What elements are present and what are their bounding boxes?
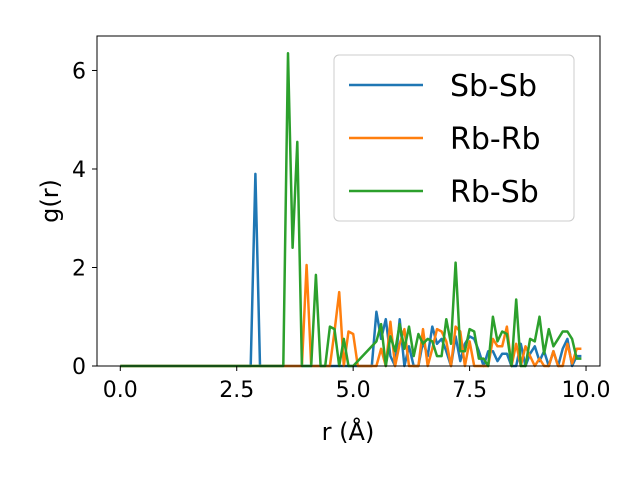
x-tick-label: 2.5 bbox=[219, 378, 254, 403]
legend-label-rb-rb: Rb-Rb bbox=[450, 122, 541, 157]
y-axis-label: g(r) bbox=[36, 179, 64, 223]
x-tick-label: 10.0 bbox=[562, 378, 611, 403]
y-tick-label: 2 bbox=[72, 256, 86, 281]
legend-frame bbox=[333, 54, 575, 222]
x-tick-label: 0.0 bbox=[103, 378, 138, 403]
legend-label-sb-sb: Sb-Sb bbox=[450, 69, 537, 104]
series-line-rb-sb bbox=[120, 51, 582, 368]
x-tick-label: 5.0 bbox=[336, 378, 371, 403]
x-axis-label: r (Å) bbox=[322, 417, 375, 446]
y-axis: 0 2 4 6 bbox=[72, 59, 97, 380]
y-tick-label: 6 bbox=[72, 59, 86, 84]
x-axis: 0.0 2.5 5.0 7.5 10.0 bbox=[103, 366, 611, 403]
legend-label-rb-sb: Rb-Sb bbox=[450, 175, 539, 210]
x-tick-label: 7.5 bbox=[452, 378, 487, 403]
y-tick-label: 4 bbox=[72, 158, 86, 183]
plot-lines bbox=[120, 51, 582, 368]
plot-frame bbox=[96, 35, 601, 367]
legend: Sb-Sb Rb-Rb Rb-Sb bbox=[333, 54, 575, 222]
y-tick-label: 0 bbox=[72, 355, 86, 380]
